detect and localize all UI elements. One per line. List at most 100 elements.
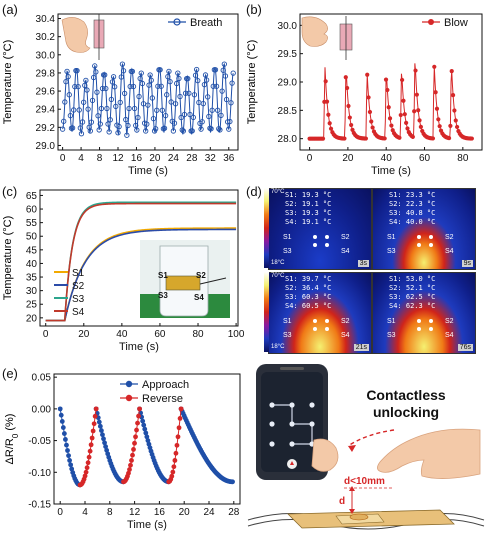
data-point-breath: [153, 126, 159, 132]
data-point-blow: [412, 109, 417, 114]
readout-line: S4: 62.3 °C: [389, 302, 436, 310]
data-point-blow: [436, 117, 441, 122]
data-point-breath: [218, 112, 224, 119]
x-tick-label: 4: [78, 153, 84, 164]
data-point-breath: [180, 128, 187, 134]
thermal-readout: S1: 19.3 °C S2: 19.1 °C S3: 19.3 °C S4: 19.…: [285, 191, 331, 227]
data-point-blow: [448, 123, 453, 129]
chart-b: 0 20 40 60 80 28.0 28.5 29.0 29.5 30.0 Time (s) Tem…: [246, 13, 483, 177]
data-point-reverse: [91, 421, 97, 427]
data-point-breath: [135, 114, 141, 121]
inset-label-s4: S4: [194, 293, 204, 302]
data-point-breath: [215, 107, 221, 113]
data-point-blow: [365, 72, 370, 77]
data-point-breath: [174, 80, 180, 87]
contactless-unlocking-illustration: Contactless unlocking d<10mm d: [247, 364, 485, 530]
data-point-blow: [328, 126, 334, 131]
time-badge: 3s: [357, 260, 369, 267]
data-point-breath: [166, 68, 172, 74]
pattern-dot: [269, 402, 275, 408]
sensor-dot: [313, 319, 317, 323]
legend-label-s2: S2: [72, 281, 85, 292]
data-point-reverse: [132, 440, 137, 446]
data-point-approach: [143, 430, 149, 436]
data-point-reverse: [130, 452, 135, 458]
sensor-label-s2: S2: [341, 318, 350, 325]
data-point-blow: [347, 115, 352, 120]
x-tick-label: 60: [419, 153, 431, 164]
x-tick-label: 0: [57, 507, 63, 518]
data-point-blow: [385, 87, 390, 93]
data-point-approach: [68, 462, 74, 468]
data-point-breath: [134, 127, 140, 133]
data-point-blow: [343, 75, 348, 80]
sensor-dot: [313, 243, 317, 247]
panel-d: (d) S1: 19.3 °C S2: 19.1 °C S3: 19.3 °C S4:…: [244, 180, 488, 360]
data-point-breath: [208, 126, 214, 132]
chart-e: 0 4 8 12 16 20 24 28 0.05 0.00 -0.05 -0.10 -0.15 Time…: [4, 373, 241, 531]
blow-face-icon: [301, 16, 353, 60]
data-point-breath: [81, 99, 87, 105]
data-point-approach: [100, 432, 105, 438]
data-point-blow: [434, 106, 440, 111]
data-point-approach: [97, 423, 103, 429]
data-point-breath: [187, 111, 193, 118]
inset-label-s2: S2: [196, 271, 206, 280]
data-point-breath: [125, 122, 131, 129]
data-point-approach: [63, 437, 68, 442]
data-point-breath: [123, 116, 129, 123]
data-point-breath: [105, 121, 111, 127]
data-point-blow: [417, 118, 422, 123]
sensor-label-s3: S3: [283, 332, 292, 339]
data-point-approach: [66, 453, 71, 459]
data-point-blow: [383, 77, 389, 82]
data-point-reverse: [176, 425, 182, 431]
data-point-reverse: [174, 442, 180, 448]
sensor-label-s4: S4: [341, 248, 350, 255]
data-point-breath: [190, 114, 196, 120]
data-point-breath: [217, 127, 223, 133]
data-point-blow: [437, 124, 442, 129]
x-axis-label: Time (s): [371, 165, 411, 177]
data-point-approach: [141, 422, 147, 428]
data-point-blow: [418, 124, 423, 129]
data-point-reverse: [134, 427, 139, 433]
data-point-reverse: [85, 460, 91, 466]
sensor-dot: [325, 235, 329, 239]
x-tick-label: 20: [149, 153, 161, 164]
y-axis-label: Temperature (°C): [2, 216, 14, 300]
data-point-approach: [144, 434, 150, 440]
data-point-breath: [227, 118, 233, 125]
panel-b: (b) 0 20 40 60 80 28.0 28.5 29.0 29.5 30.0 Time (s…: [244, 0, 488, 180]
inset-label-s1: S1: [158, 271, 168, 280]
data-point-breath: [107, 117, 113, 123]
y-tick-label: -0.10: [28, 468, 51, 479]
sensor-dot: [417, 243, 421, 247]
data-point-breath: [170, 128, 177, 134]
data-point-approach: [140, 418, 146, 424]
data-point-approach: [103, 444, 109, 450]
data-point-reverse: [131, 446, 136, 452]
scale-min-label: 18°C: [271, 344, 285, 350]
readout-line: S3: 60.3 °C: [285, 293, 332, 301]
y-tick-label: 25: [26, 300, 38, 311]
data-point-blow: [453, 118, 458, 123]
data-point-reverse: [178, 406, 184, 412]
x-tick-label: 4: [82, 507, 88, 518]
data-point-breath: [116, 123, 122, 130]
data-point-breath: [189, 128, 195, 134]
data-point-approach: [65, 448, 70, 453]
data-point-approach: [60, 425, 66, 430]
data-point-breath: [87, 128, 93, 134]
data-point-breath: [103, 85, 109, 92]
axes-frame: [53, 373, 241, 505]
data-point-breath: [191, 92, 198, 98]
pattern-dot: [289, 441, 295, 447]
readout-line: S3: 19.3 °C: [285, 209, 332, 217]
scale-max-label: 70°C: [271, 189, 285, 195]
data-point-blow: [414, 92, 419, 97]
data-point-breath: [198, 126, 204, 132]
data-point-breath: [226, 126, 232, 132]
data-point-reverse: [126, 470, 131, 476]
axes-frame: [57, 13, 239, 151]
